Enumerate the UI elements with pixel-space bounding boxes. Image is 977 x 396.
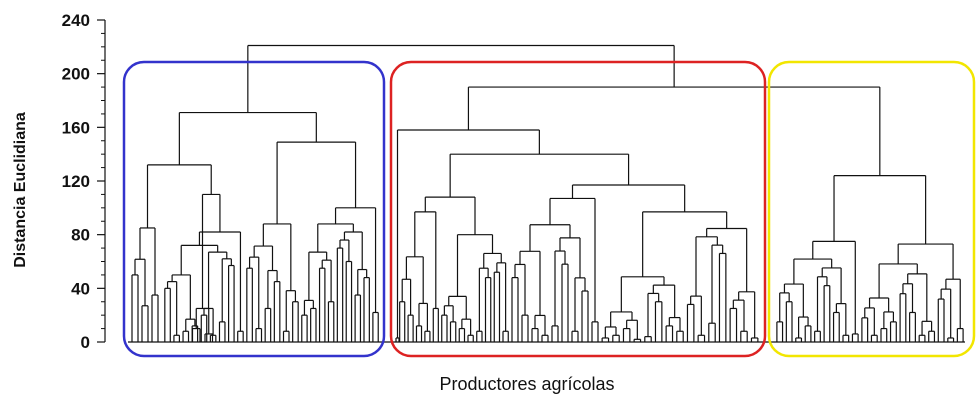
x-axis-title: Productores agrícolas	[439, 374, 614, 394]
cluster-box-blue	[122, 60, 386, 358]
y-tick-label: 240	[62, 11, 90, 30]
y-tick-label: 80	[71, 226, 90, 245]
y-axis: 0 40 80 120 160 200 240	[62, 11, 106, 352]
dendrogram-tree	[128, 44, 965, 343]
cluster-box-red	[389, 60, 767, 358]
cluster-box-yellow	[767, 60, 976, 358]
cluster-boxes	[122, 60, 976, 358]
y-tick-label: 120	[62, 172, 90, 191]
y-tick-label: 160	[62, 118, 90, 137]
y-tick-label: 0	[81, 333, 90, 352]
y-tick-label: 40	[71, 279, 90, 298]
y-axis-title: Distancia Euclidiana	[12, 112, 29, 268]
y-tick-label: 200	[62, 65, 90, 84]
